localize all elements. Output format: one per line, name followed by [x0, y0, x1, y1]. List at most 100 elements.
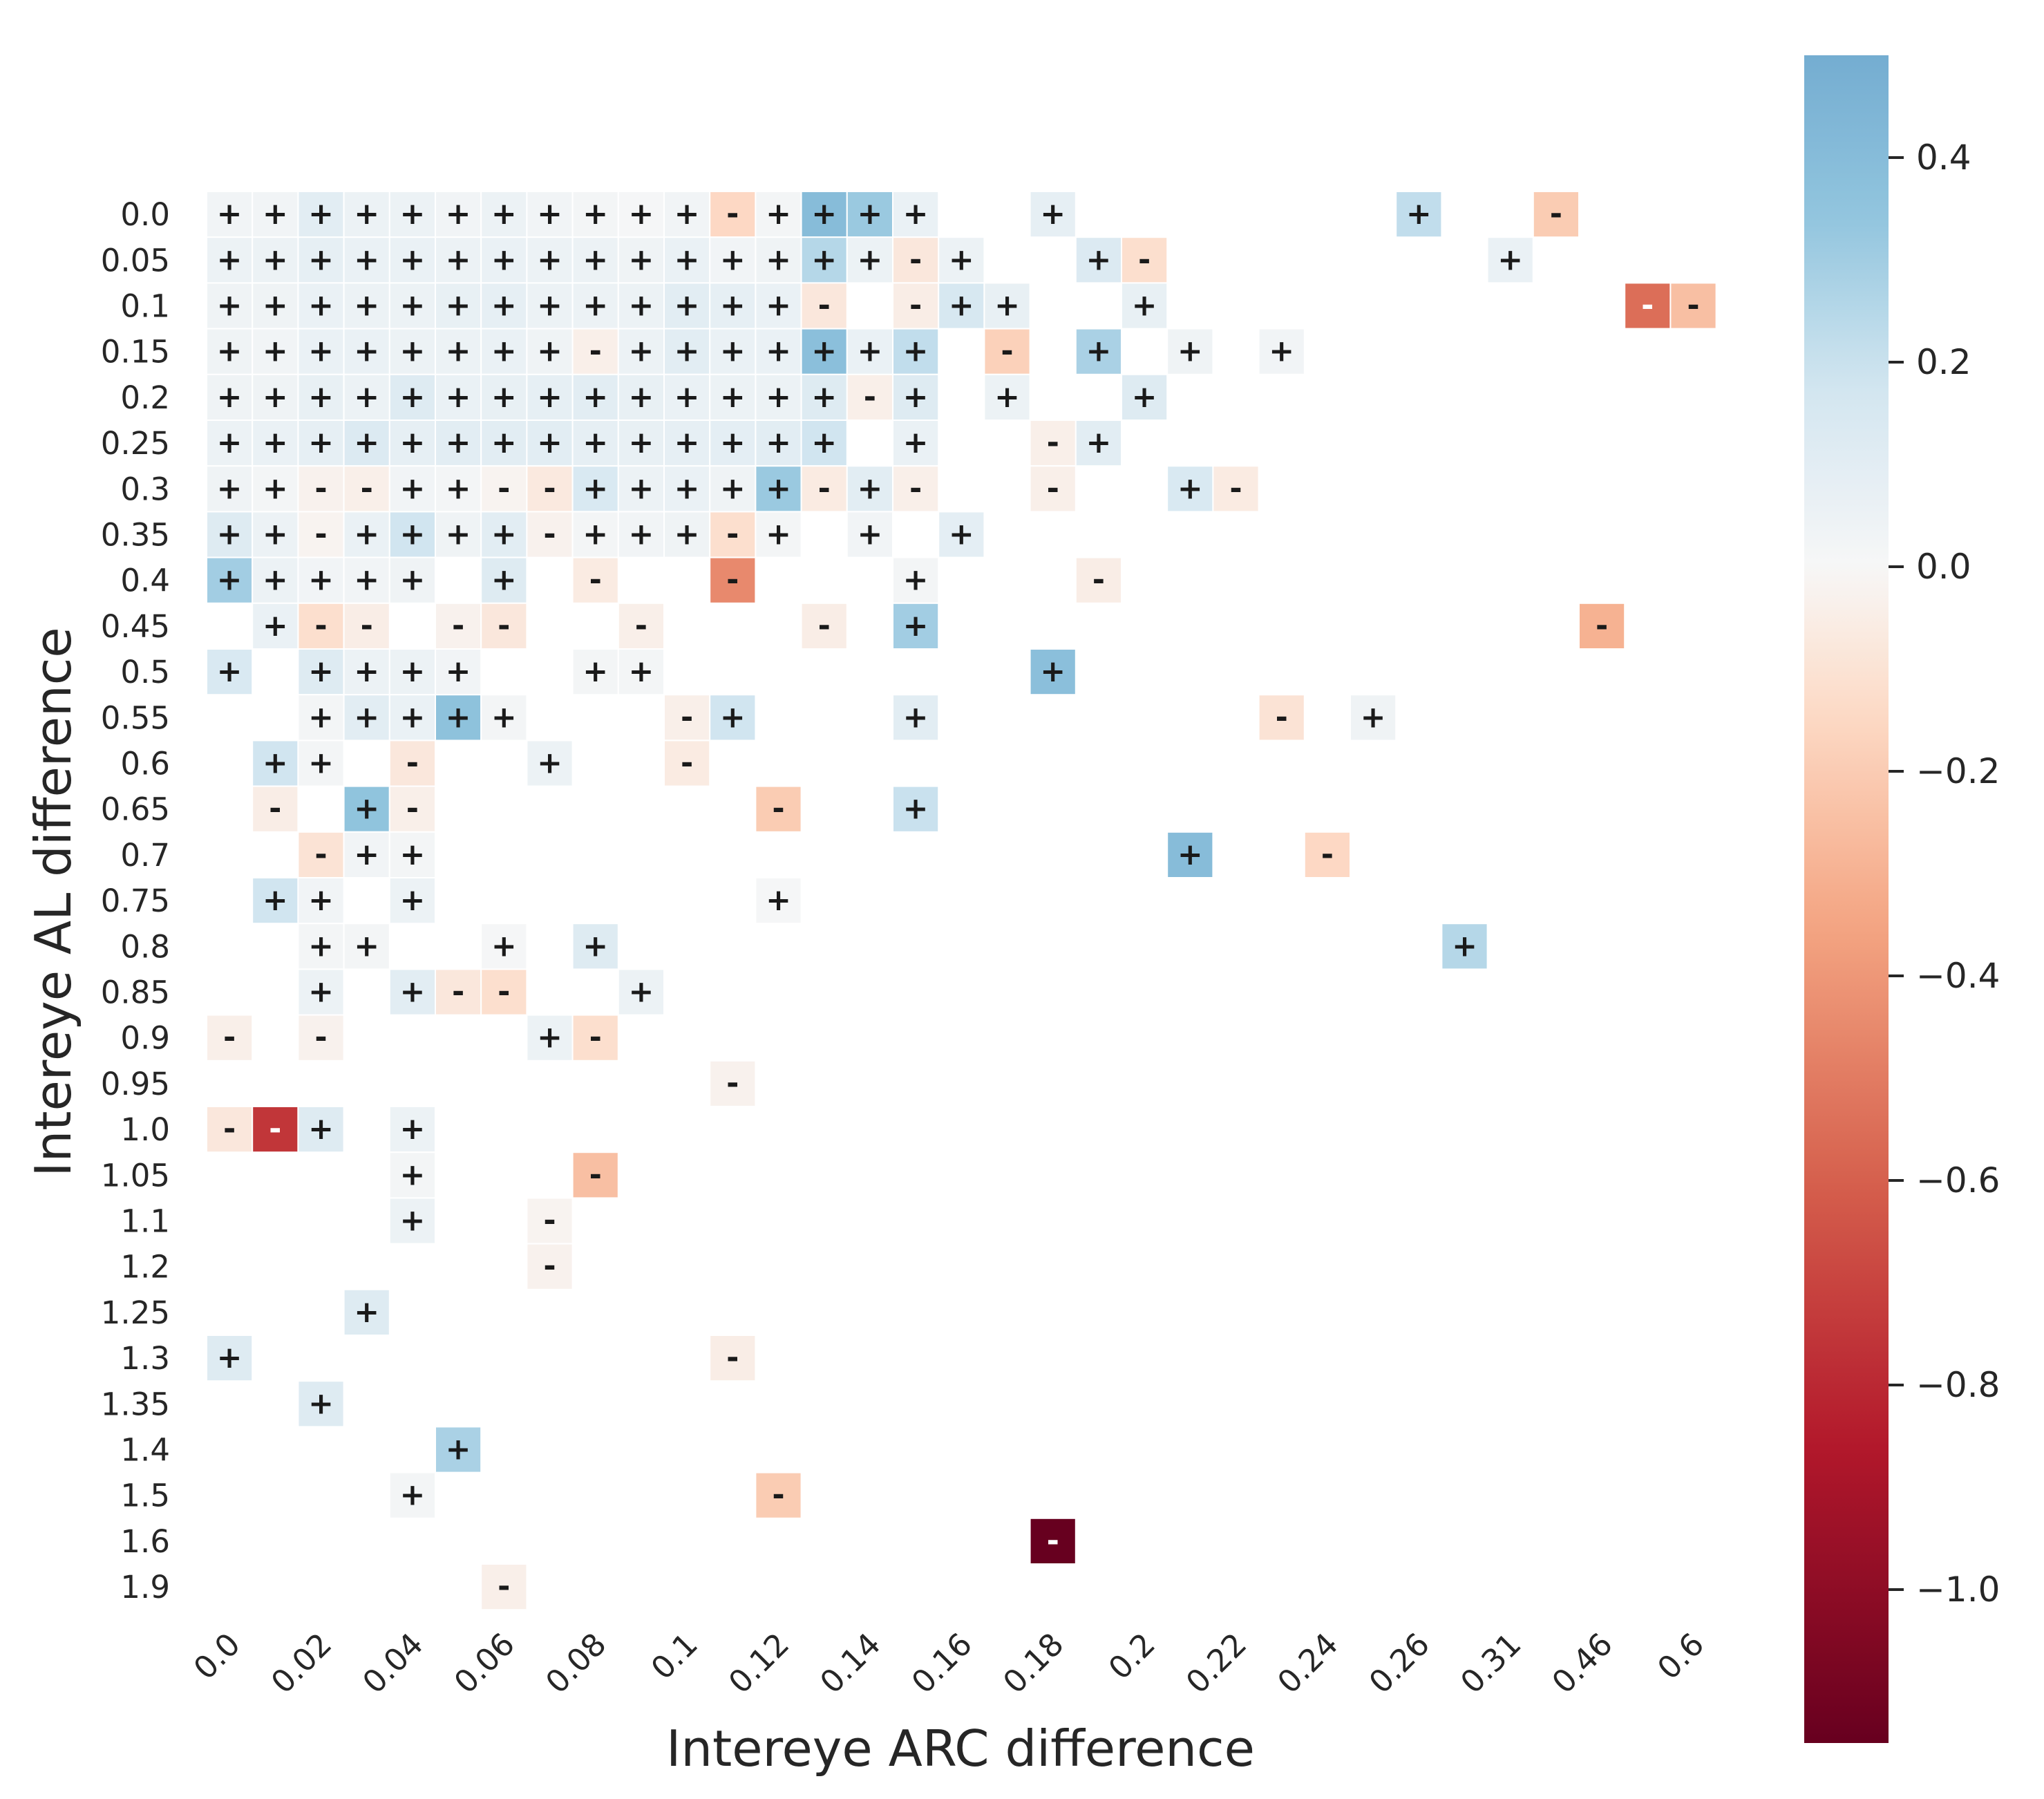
cell-sign-label: +	[857, 517, 882, 552]
cell-sign-label: -	[1229, 471, 1242, 506]
y-tick-label: 1.0	[120, 1111, 170, 1148]
heatmap-cell	[709, 556, 757, 604]
cell-sign-label: +	[720, 334, 746, 369]
cell-sign-label: +	[308, 1111, 334, 1147]
heatmap-cell	[252, 1106, 299, 1153]
y-tick-label: 0.55	[101, 699, 170, 736]
cell-sign-label: +	[446, 517, 471, 552]
cell-sign-label: +	[857, 471, 882, 506]
heatmap-cell	[526, 282, 574, 330]
cell-sign-label: +	[903, 699, 929, 735]
heatmap-cell	[480, 465, 528, 513]
heatmap-cell	[938, 511, 985, 558]
heatmap-cell	[709, 511, 757, 558]
cell-sign-label: -	[589, 1157, 602, 1192]
cell-sign-label: +	[217, 379, 243, 415]
heatmap-cell	[709, 1059, 757, 1108]
y-tick-labels: 0.0 0.05 0.1 0.15 0.2 0.25 0.3 0.35 0.4 0.45 0.5 0.…	[101, 196, 170, 1605]
heatmap-cell	[571, 1151, 619, 1199]
heatmap-cell	[343, 602, 390, 650]
heatmap-cell	[435, 191, 482, 238]
x-tick-label: 0.16	[905, 1626, 979, 1700]
heatmap-cell	[480, 923, 528, 970]
cell-sign-label: -	[681, 746, 693, 781]
cell-sign-label: +	[399, 1478, 425, 1513]
cell-sign-label: +	[903, 425, 929, 460]
cell-sign-label: +	[766, 196, 791, 232]
cell-sign-label: +	[399, 1157, 425, 1192]
cell-sign-label: +	[903, 196, 929, 232]
x-tick-label: 0.08	[538, 1626, 613, 1700]
colorbar-tick-label: 0.2	[1916, 342, 1971, 382]
heatmap-cell	[1258, 694, 1305, 742]
heatmap-cell	[1121, 373, 1168, 421]
heatmap-cell	[297, 556, 345, 604]
cell-sign-label: +	[949, 288, 974, 323]
cell-sign-label: -	[909, 288, 922, 323]
cell-sign-label: +	[217, 242, 243, 277]
cell-sign-label: +	[811, 425, 837, 460]
cell-sign-label: -	[1001, 334, 1013, 369]
heatmap-cell	[755, 511, 802, 558]
cell-sign-label: -	[406, 746, 419, 781]
cell-sign-label: +	[399, 699, 425, 735]
x-tick-label: 0.31	[1453, 1626, 1528, 1700]
heatmap-cell	[297, 1380, 345, 1428]
x-tick-label: 0.26	[1362, 1626, 1437, 1700]
cell-sign-label: -	[681, 699, 693, 735]
cell-sign-label: -	[909, 242, 922, 277]
heatmap-cell	[846, 328, 894, 375]
y-tick-label: 0.4	[120, 563, 170, 599]
cell-sign-label: +	[766, 288, 791, 323]
cell-sign-label: +	[354, 791, 379, 827]
heatmap-cell	[892, 602, 940, 650]
cell-sign-label: +	[674, 517, 700, 552]
heatmap-cell	[1075, 328, 1123, 375]
heatmap-cell	[206, 1014, 254, 1062]
cell-sign-label: +	[263, 196, 288, 232]
heatmap-cell	[846, 511, 894, 558]
heatmap-cell	[755, 465, 802, 513]
y-tick-label: 0.0	[120, 196, 170, 233]
x-tick-label: 0.12	[721, 1626, 796, 1700]
heatmap-cell	[480, 602, 528, 650]
heatmap-cell	[297, 602, 345, 650]
heatmap-cell	[206, 1335, 254, 1382]
cell-sign-label: +	[354, 563, 379, 598]
cell-sign-label: +	[537, 334, 562, 369]
cell-sign-label: +	[537, 196, 562, 232]
heatmap-cell	[297, 1106, 345, 1153]
heatmap-cell	[435, 694, 482, 742]
cell-sign-label: +	[308, 928, 334, 963]
cell-sign-label: +	[399, 1111, 425, 1147]
cell-sign-label: +	[217, 563, 243, 598]
heatmap-cell	[435, 373, 482, 421]
heatmap-cell	[343, 694, 390, 742]
cell-sign-label: -	[726, 563, 739, 598]
cell-sign-label: +	[1177, 334, 1203, 369]
cell-sign-label: -	[1092, 563, 1105, 598]
heatmap-cell	[297, 236, 345, 284]
cell-sign-label: -	[452, 608, 464, 643]
cell-sign-label: +	[354, 654, 379, 689]
heatmap-cell	[1029, 465, 1077, 513]
heatmap-cell	[435, 1426, 482, 1473]
y-tick-label: 0.2	[120, 379, 170, 416]
x-tick-label: 0.46	[1545, 1626, 1620, 1700]
cell-sign-label: +	[308, 654, 334, 689]
cell-sign-label: +	[628, 334, 654, 369]
cell-sign-label: -	[314, 837, 327, 872]
heatmap-cell	[388, 465, 436, 513]
cell-sign-label: +	[446, 699, 471, 735]
heatmap-cell	[526, 420, 574, 467]
heatmap-cell	[252, 420, 299, 467]
y-tick-label: 0.6	[120, 746, 170, 782]
cell-sign-label: +	[399, 196, 425, 232]
heatmap-cell	[526, 1197, 574, 1245]
cell-sign-label: -	[726, 1340, 739, 1375]
cell-sign-label: +	[354, 196, 379, 232]
heatmap-cell	[1166, 328, 1214, 375]
cell-sign-label: -	[1321, 837, 1334, 872]
cell-sign-label: +	[308, 242, 334, 277]
